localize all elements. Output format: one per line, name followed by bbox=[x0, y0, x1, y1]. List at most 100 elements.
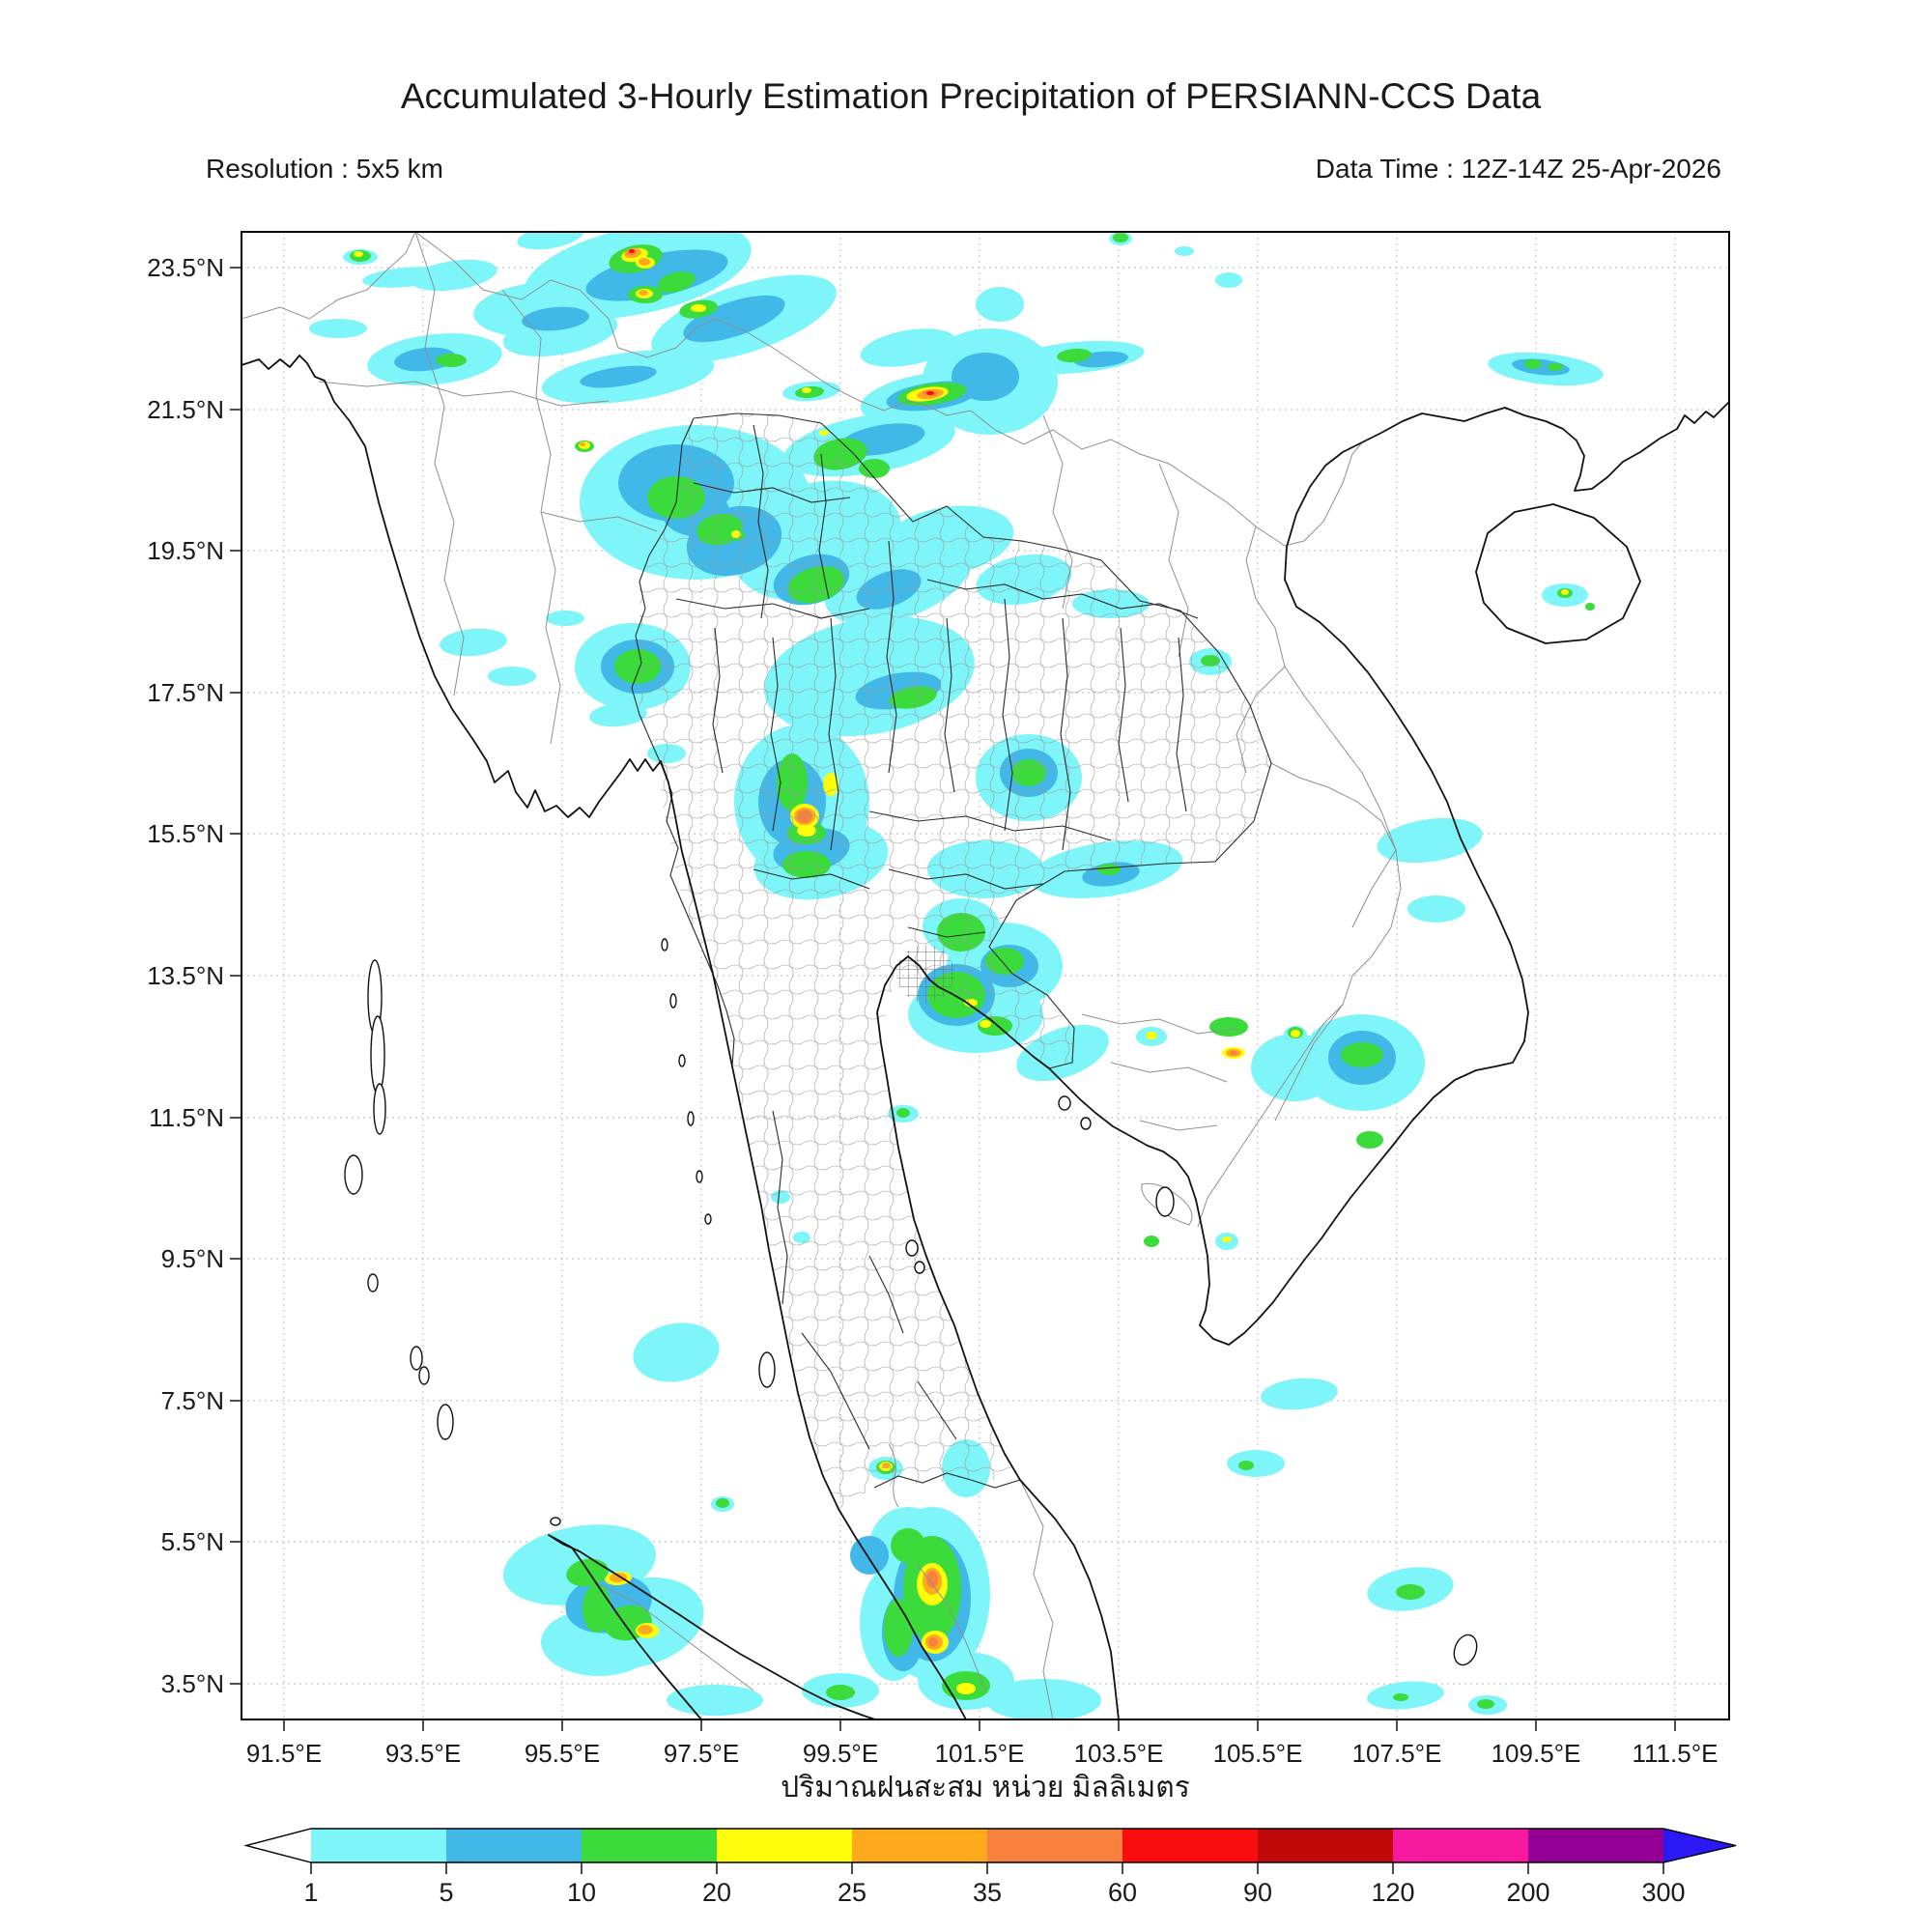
resolution-label: Resolution : 5x5 km bbox=[206, 154, 443, 184]
country-borders bbox=[242, 232, 1402, 1719]
precip-cell-g bbox=[1524, 359, 1542, 369]
colorbar-tick-label: 1 bbox=[303, 1878, 318, 1907]
precip-cell-c bbox=[517, 232, 584, 250]
precip-cell-c bbox=[633, 1322, 720, 1382]
precip-cell-c bbox=[985, 1679, 1101, 1719]
colorbar-tick-label: 90 bbox=[1243, 1878, 1272, 1907]
colorbar-segment bbox=[311, 1829, 446, 1862]
precip-cell-b bbox=[585, 249, 728, 301]
precip-cell-b bbox=[952, 353, 1019, 401]
precip-cell-d bbox=[928, 1637, 938, 1647]
lon-tick-label: 93.5°E bbox=[385, 1739, 461, 1768]
lon-tick-label: 103.5°E bbox=[1074, 1739, 1164, 1768]
precip-cell-c bbox=[546, 611, 584, 626]
precip-cell-y bbox=[1222, 1236, 1232, 1242]
lon-tick-label: 105.5°E bbox=[1213, 1739, 1303, 1768]
precip-cell-g bbox=[1396, 1584, 1425, 1600]
precip-cell-g bbox=[1548, 363, 1563, 371]
precip-cell-y bbox=[1561, 589, 1569, 595]
precip-cell-c bbox=[1175, 246, 1194, 256]
precip-cell-g bbox=[436, 354, 467, 367]
precip-cell-d bbox=[1230, 1051, 1237, 1055]
precip-cell-g bbox=[566, 1558, 609, 1587]
xaxis-unit-label: ปริมาณฝนสะสม หน่วย มิลลิเมตร bbox=[781, 1772, 1190, 1804]
colorbar-tick-label: 200 bbox=[1506, 1878, 1549, 1907]
precip-cell-c bbox=[1227, 1450, 1285, 1477]
precip-cell-y bbox=[1146, 1032, 1157, 1039]
precip-cell-y bbox=[956, 1683, 976, 1694]
colorbar-tick-label: 25 bbox=[838, 1878, 867, 1907]
precip-cell-g bbox=[1209, 1017, 1248, 1037]
thailand-province-borders bbox=[631, 412, 1272, 1489]
precip-cell-b bbox=[580, 365, 657, 388]
lat-tick-label: 13.5°N bbox=[147, 961, 224, 990]
precip-cell-b bbox=[850, 1536, 889, 1575]
lat-tick-label: 9.5°N bbox=[161, 1244, 224, 1273]
geography-layer bbox=[242, 232, 1729, 1719]
lon-tick-label: 111.5°E bbox=[1633, 1739, 1719, 1768]
precip-cell-g bbox=[1341, 1042, 1383, 1067]
precip-cell-y bbox=[1291, 1030, 1300, 1037]
lon-tick-label: 97.5°E bbox=[664, 1739, 739, 1768]
precip-cell-b bbox=[683, 295, 785, 343]
precip-cell-g bbox=[657, 271, 696, 293]
precip-cell-g bbox=[716, 1498, 729, 1508]
colorbar-tick-label: 10 bbox=[567, 1878, 596, 1907]
precip-cell-g bbox=[1393, 1693, 1408, 1701]
precip-cell-c bbox=[667, 1685, 763, 1716]
precip-cell-c bbox=[488, 667, 536, 686]
lat-tick-label: 23.5°N bbox=[147, 253, 224, 282]
precip-cell-d bbox=[926, 1571, 938, 1588]
precip-cell-c bbox=[1261, 1378, 1338, 1410]
colorbar-under-arrow bbox=[246, 1829, 311, 1862]
precip-cell-g bbox=[1238, 1461, 1254, 1470]
precip-cell-y bbox=[354, 251, 363, 257]
lat-tick-label: 21.5°N bbox=[147, 395, 224, 424]
precip-cell-c bbox=[309, 319, 367, 338]
thailand-district-mesh bbox=[639, 413, 1271, 1509]
data-time-label: Data Time : 12Z-14Z 25-Apr-2026 bbox=[1316, 154, 1721, 184]
islands bbox=[344, 938, 1478, 1666]
colorbar-tick-label: 300 bbox=[1641, 1878, 1685, 1907]
precip-cell-y bbox=[980, 1020, 991, 1028]
lon-tick-label: 107.5°E bbox=[1352, 1739, 1442, 1768]
precip-cell-g bbox=[884, 1599, 913, 1657]
precip-cell-o bbox=[610, 1572, 627, 1583]
precip-cell-b bbox=[394, 347, 456, 372]
precip-cell-g bbox=[826, 1685, 855, 1700]
lon-tick-label: 95.5°E bbox=[525, 1739, 600, 1768]
colorbar-segment bbox=[717, 1829, 852, 1862]
precip-cell-c bbox=[362, 267, 449, 288]
lat-tick-label: 5.5°N bbox=[161, 1527, 224, 1556]
precip-cell-g bbox=[1477, 1699, 1494, 1709]
precip-cell-c bbox=[440, 628, 507, 657]
precip-cell-g bbox=[1113, 233, 1128, 242]
colorbar-segment bbox=[1122, 1829, 1258, 1862]
lat-tick-label: 7.5°N bbox=[161, 1386, 224, 1415]
precipitation-colorbar: 1 5 10 20 25 35 60 90 120 200 300 bbox=[243, 1828, 1737, 1907]
lat-tick-label: 17.5°N bbox=[147, 678, 224, 707]
precip-cell-g bbox=[1585, 603, 1595, 611]
precip-cell-o bbox=[639, 258, 650, 266]
colorbar-segment bbox=[1258, 1829, 1393, 1862]
colorbar-segment bbox=[1393, 1829, 1528, 1862]
lon-tick-label: 99.5°E bbox=[803, 1739, 878, 1768]
precip-cell-o bbox=[638, 1625, 653, 1634]
precip-cell-c bbox=[976, 287, 1024, 322]
precip-cell-g bbox=[1144, 1236, 1159, 1247]
colorbar-segment bbox=[987, 1829, 1122, 1862]
colorbar-tick-label: 35 bbox=[973, 1878, 1002, 1907]
precip-cell-g bbox=[582, 1584, 611, 1633]
precip-cell-b bbox=[522, 306, 589, 331]
coastline-hainan bbox=[1475, 503, 1641, 644]
precip-cell-g bbox=[891, 1528, 925, 1563]
colorbar-tick-label: 5 bbox=[439, 1878, 453, 1907]
precip-cell-g bbox=[896, 1108, 910, 1118]
colorbar-tick-label: 60 bbox=[1108, 1878, 1137, 1907]
axis-ticks-and-labels: 91.5°E 93.5°E 95.5°E 97.5°E 99.5°E 101.5°E 103… bbox=[147, 253, 1718, 1768]
lat-tick-label: 3.5°N bbox=[161, 1669, 224, 1698]
colorbar-segment bbox=[446, 1829, 582, 1862]
colorbar-tick-label: 120 bbox=[1371, 1878, 1414, 1907]
colorbar-segment bbox=[1528, 1829, 1663, 1862]
